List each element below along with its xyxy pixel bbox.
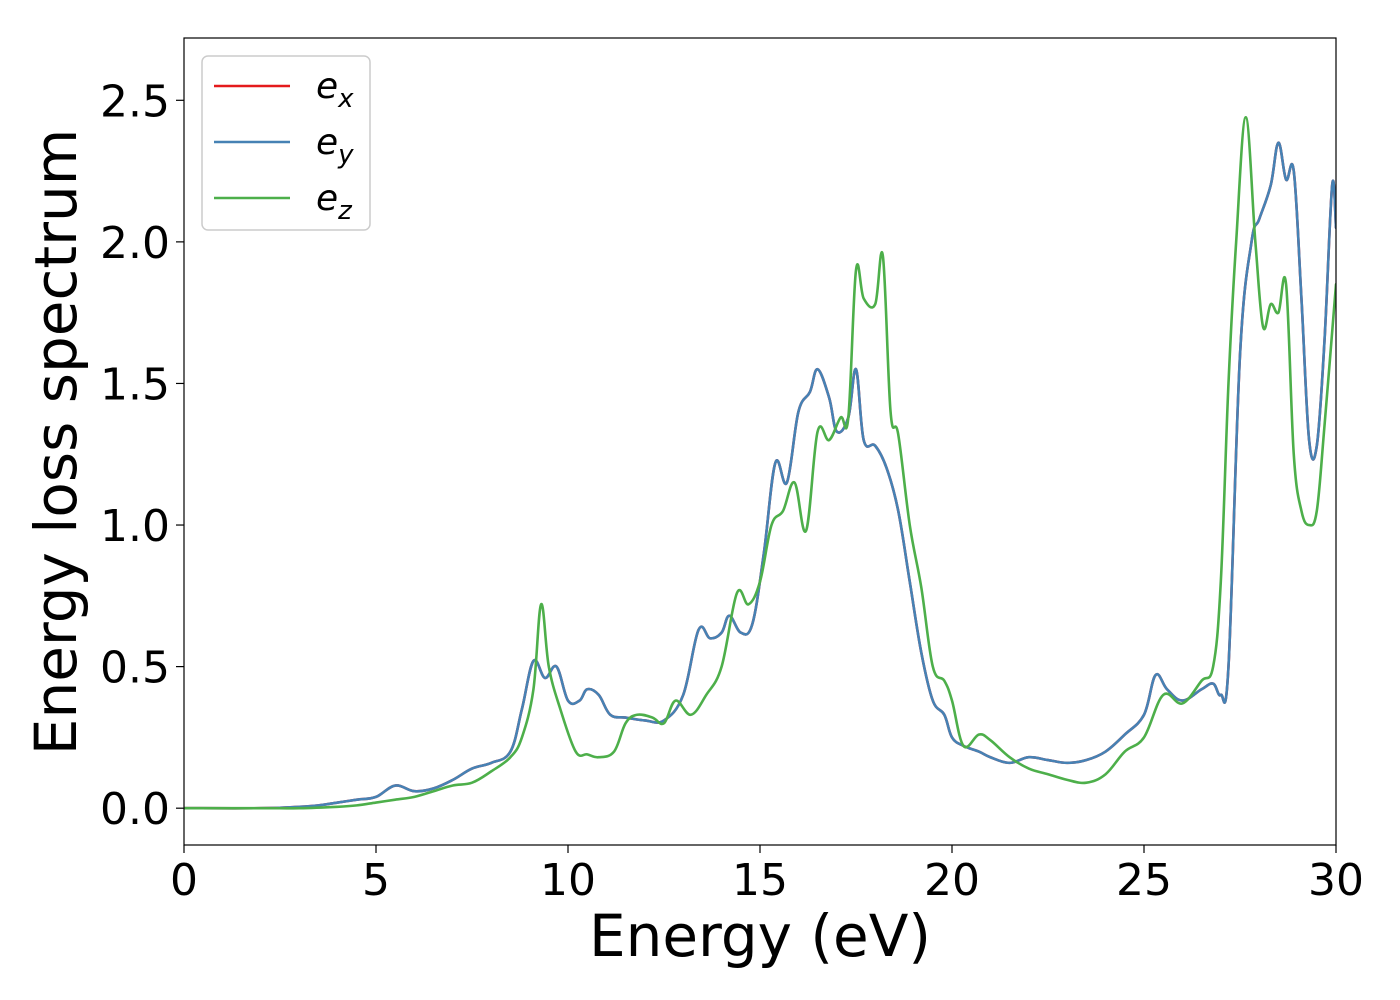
legend-label: ey	[316, 122, 354, 170]
x-tick-label: 5	[362, 855, 390, 906]
y-tick-label: 2.5	[100, 76, 170, 127]
y-tick-label: 0.5	[100, 643, 170, 694]
series-line-e-y	[184, 141, 1336, 810]
legend-label: ex	[316, 66, 354, 114]
x-tick-label: 30	[1308, 855, 1364, 906]
y-tick-label: 0.0	[100, 784, 170, 835]
y-tick-label: 1.5	[100, 359, 170, 410]
x-axis-title: Energy (eV)	[589, 902, 931, 970]
x-tick-label: 20	[924, 855, 980, 906]
x-tick-label: 25	[1116, 855, 1172, 906]
x-tick-label: 15	[732, 855, 788, 906]
y-axis: 0.0 0.5 1.0 1.5 2.0 2.5	[100, 76, 184, 835]
x-tick-label: 10	[540, 855, 596, 906]
legend-label: ez	[316, 178, 353, 226]
series-layer	[184, 115, 1336, 810]
x-tick-label: 0	[170, 855, 198, 906]
x-axis: 0 5 10 15 20 25 30	[170, 845, 1364, 906]
y-tick-label: 1.0	[100, 501, 170, 552]
legend: ex ey ez	[201, 55, 371, 231]
y-axis-title: Energy loss spectrum	[22, 129, 90, 755]
y-tick-label: 2.0	[100, 218, 170, 269]
series-line-e-z	[184, 115, 1336, 810]
